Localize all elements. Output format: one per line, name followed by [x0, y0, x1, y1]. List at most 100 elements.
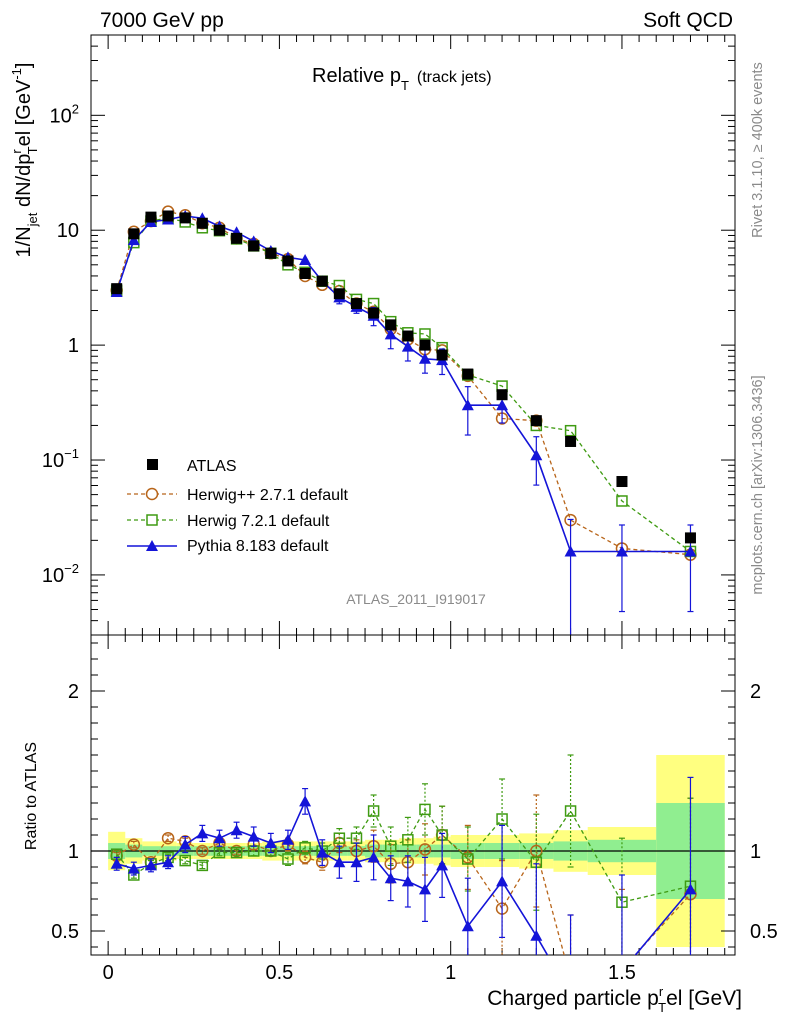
mcplots-label: mcplots.cern.ch [arXiv:1306.3436] — [750, 375, 766, 594]
main-plot-panel: 10−2 10−1 1 10 102 Relative pT (track jets) 1… — [9, 34, 736, 636]
data-point-herwig7 — [564, 424, 577, 437]
data-point-atlas — [248, 240, 260, 252]
data-point-pythia — [299, 254, 312, 266]
legend-entry-atlas: ATLAS — [147, 458, 237, 475]
ratio-point-herwig7 — [564, 805, 577, 817]
data-point-atlas — [684, 532, 696, 544]
main-series — [110, 205, 697, 635]
legend-marker-atlas — [147, 459, 158, 470]
ratio-point-herwig7 — [213, 846, 226, 859]
data-point-atlas — [385, 319, 397, 331]
legend-marker-herwigpp — [145, 487, 159, 501]
data-point-atlas — [350, 298, 362, 310]
data-point-atlas — [213, 224, 225, 236]
main-y-tick-label: 10 — [57, 220, 79, 242]
main-y-tick-labels: 10−2 10−1 1 10 102 — [42, 101, 79, 587]
data-point-atlas — [368, 307, 380, 319]
legend-entry-pythia: Pythia 8.183 default — [127, 538, 329, 555]
series-herwig7 — [110, 212, 697, 558]
ratio-point-herwigpp — [127, 838, 141, 851]
ratio-point-herwig7 — [462, 853, 474, 865]
ratio-point-pythia — [230, 824, 243, 836]
data-point-atlas — [196, 217, 208, 229]
data-point-herwig7 — [616, 495, 628, 507]
data-point-pythia — [684, 545, 697, 557]
plot-title-sub: T — [401, 78, 409, 93]
ratio-point-herwigpp — [565, 974, 576, 985]
ratio-point-herwig7 — [196, 859, 209, 872]
plot-title-main: Relative p — [312, 65, 401, 87]
data-point-atlas — [436, 349, 448, 361]
main-axes — [91, 34, 735, 636]
data-point-atlas — [316, 275, 328, 287]
ratio-y-tick-label: 2 — [68, 681, 79, 703]
main-y-tick-label: 1 — [68, 335, 79, 357]
ratio-series — [110, 754, 697, 985]
ratio-point-pythia — [299, 795, 312, 807]
data-point-atlas — [333, 288, 345, 300]
ratio-line-herwig7 — [116, 808, 691, 903]
data-point-pythia — [615, 545, 628, 557]
ratio-point-pythia — [144, 859, 157, 871]
ratio-point-pythia — [384, 872, 397, 884]
ratio-point-herwig7 — [496, 813, 508, 825]
x-tick-label: 0 — [103, 962, 114, 984]
data-point-pythia — [461, 399, 474, 411]
main-y-tick-label: 10−1 — [42, 446, 79, 472]
legend-entry-herwigpp: Herwig++ 2.7.1 default — [127, 487, 349, 504]
ratio-plot-frame — [90, 634, 736, 956]
ratio-series-pythia — [110, 776, 697, 955]
data-point-pythia — [496, 399, 509, 411]
ratio-point-herwigpp — [418, 843, 432, 856]
main-y-axis-label: 1/Njet dN/dprTel [GeV-1] — [9, 63, 40, 258]
data-point-atlas — [462, 368, 474, 380]
ratio-y-tick-label-right: 0.5 — [750, 921, 778, 943]
series-herwigpp — [110, 205, 697, 561]
ratio-point-pythia — [530, 929, 543, 941]
data-point-pythia — [530, 449, 543, 461]
ratio-point-pythia — [367, 851, 380, 863]
legend-marker-pythia — [146, 540, 158, 551]
data-point-atlas — [265, 247, 277, 259]
ratio-point-pythia — [461, 920, 474, 932]
ratio-point-pythia — [162, 856, 175, 868]
data-point-pythia — [418, 352, 431, 364]
data-point-pythia — [564, 545, 577, 557]
ratio-point-pythia — [496, 875, 509, 887]
ratio-tick-labels: 0.5 0.5 1 1 2 2 0 0.5 1 1.5 — [51, 681, 778, 984]
data-point-pythia — [384, 328, 397, 340]
legend-marker-herwig7 — [146, 514, 158, 526]
ratio-point-pythia — [401, 875, 414, 887]
data-point-atlas — [111, 283, 123, 295]
data-point-atlas — [565, 435, 577, 447]
ratio-point-herwigpp — [196, 844, 209, 858]
ratio-point-herwig7 — [384, 840, 397, 852]
legend-entry-herwig7: Herwig 7.2.1 default — [127, 513, 330, 530]
plot-title: Relative pT (track jets) — [312, 65, 492, 93]
ratio-point-pythia — [247, 830, 260, 842]
ratio-point-herwig7 — [419, 803, 431, 816]
legend-label-herwigpp: Herwig++ 2.7.1 default — [187, 487, 349, 504]
data-point-atlas — [128, 228, 140, 240]
data-point-pythia — [401, 340, 414, 352]
x-tick-label: 1 — [445, 962, 456, 984]
rivet-version-label: Rivet 3.1.10, ≥ 400k events — [750, 62, 766, 238]
legend-label-atlas: ATLAS — [187, 458, 237, 475]
legend-label-herwig7: Herwig 7.2.1 default — [187, 513, 330, 530]
data-point-atlas — [231, 232, 243, 244]
data-point-atlas — [282, 255, 294, 267]
legend: ATLAS Herwig++ 2.7.1 default Herwig 7.2.… — [127, 458, 349, 555]
ratio-y-tick-label-right: 2 — [750, 681, 761, 703]
data-point-atlas — [419, 339, 431, 351]
data-point-atlas — [145, 211, 157, 223]
ratio-point-herwigpp — [298, 851, 312, 864]
data-point-atlas — [162, 210, 174, 222]
x-tick-label: 1.5 — [608, 962, 636, 984]
header-left: 7000 GeV pp — [100, 9, 224, 32]
ratio-point-pythia — [264, 837, 277, 848]
ratio-point-pythia — [179, 838, 192, 850]
ratio-point-herwig7 — [282, 853, 294, 865]
ratio-point-herwig7 — [367, 805, 380, 817]
ratio-point-herwig7 — [299, 842, 311, 854]
plot-title-note: (track jets) — [417, 69, 492, 86]
